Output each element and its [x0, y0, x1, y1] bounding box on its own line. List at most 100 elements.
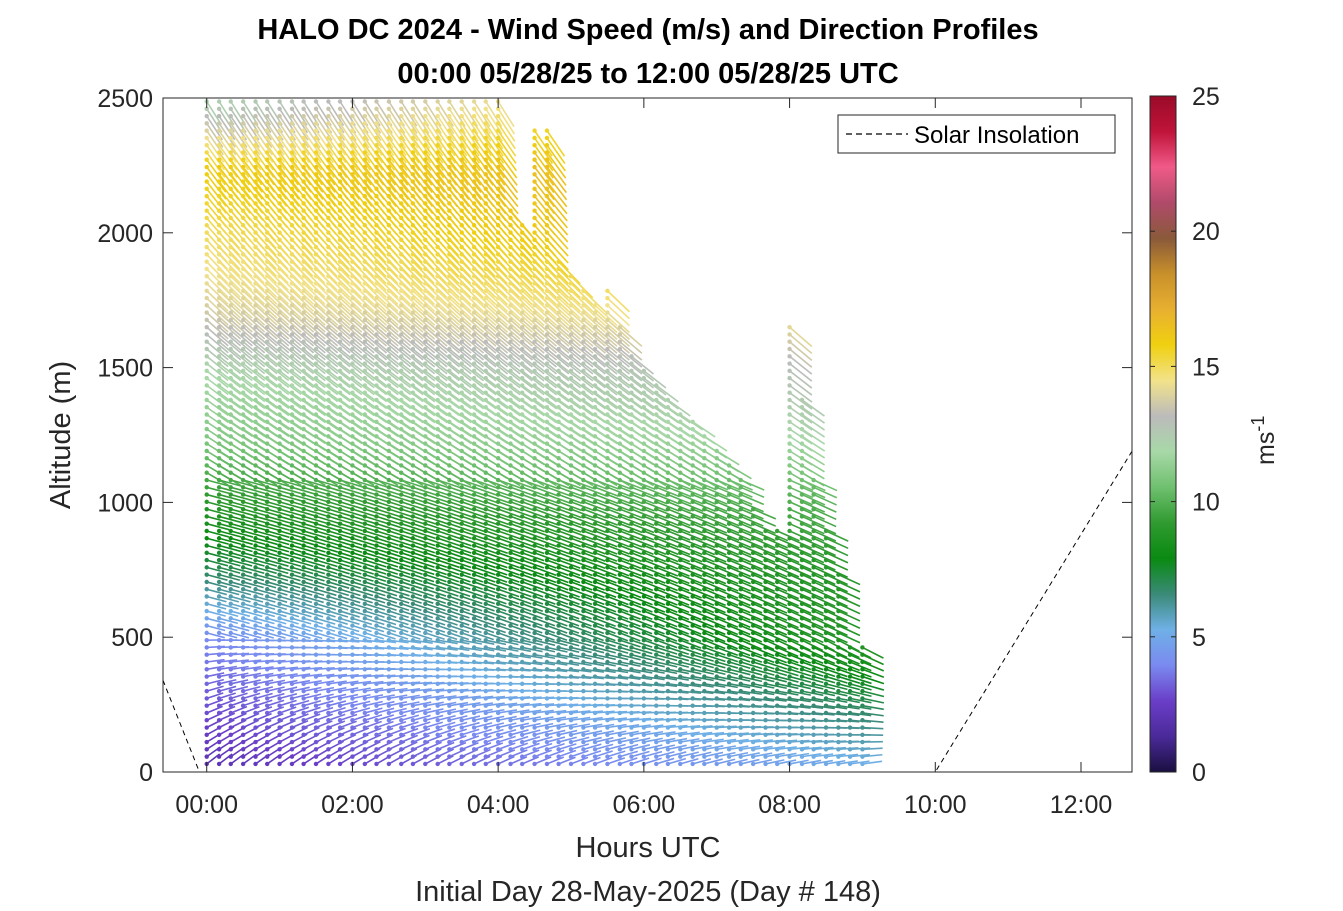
wind-barb-shaft [510, 729, 529, 736]
wind-barb-point [350, 128, 355, 133]
wind-barb-point [326, 667, 331, 672]
wind-barb-point [483, 252, 488, 257]
wind-barb-point [374, 667, 379, 672]
wind-barb-shaft [218, 159, 239, 186]
wind-barb-point [253, 703, 258, 708]
wind-barb-point [519, 295, 525, 301]
wind-barb-point [204, 266, 209, 272]
wind-barb-shaft [437, 312, 461, 333]
wind-barb-point [519, 419, 525, 424]
wind-barb-shaft [461, 522, 485, 533]
wind-barb-shaft [437, 268, 460, 292]
wind-barb-shaft [473, 246, 496, 271]
wind-barb-point [410, 412, 416, 417]
wind-barb-shaft [473, 573, 496, 583]
wind-barb-point [277, 485, 282, 490]
wind-barb-point [447, 470, 452, 475]
wind-barb-shaft [351, 348, 375, 368]
wind-barb-point [264, 164, 270, 170]
wind-barb-point [495, 172, 501, 177]
wind-barb-point [240, 732, 246, 737]
wind-barb-shaft [242, 530, 266, 538]
wind-barb-point [459, 725, 464, 730]
wind-barb-point [386, 761, 392, 767]
wind-barb-point [337, 157, 343, 162]
wind-barb-point [228, 506, 233, 512]
wind-barb-shaft [339, 537, 363, 546]
wind-barb-shaft [315, 552, 338, 561]
wind-barb-point [508, 463, 513, 468]
wind-barb-point [337, 688, 343, 694]
wind-barb-shaft [328, 486, 353, 496]
wind-barb-point [471, 397, 477, 403]
wind-barb-point [386, 106, 392, 111]
wind-barb-point [399, 208, 404, 213]
wind-barb-shaft [510, 702, 530, 707]
wind-barb-point [240, 324, 246, 330]
wind-barb-shaft [485, 581, 508, 591]
wind-barb-point [204, 492, 209, 497]
wind-barb-point [313, 506, 319, 512]
wind-barb-point [435, 208, 440, 213]
wind-barb-point [459, 718, 464, 723]
wind-barb-shaft [206, 617, 226, 625]
wind-barb-point [289, 681, 295, 687]
wind-barb-point [435, 681, 440, 687]
wind-barb-point [240, 514, 246, 519]
wind-barb-point [519, 259, 525, 264]
wind-barb-shaft [510, 624, 531, 634]
wind-barb-point [289, 747, 295, 752]
wind-barb-point [362, 361, 368, 366]
wind-barb-point [459, 383, 464, 388]
wind-barb-point [228, 295, 233, 301]
wind-barb-point [362, 696, 368, 701]
wind-barb-shaft [230, 159, 251, 186]
wind-barb-point [326, 164, 331, 170]
wind-barb-point [386, 492, 392, 497]
wind-barb-point [240, 223, 246, 228]
wind-barb-point [326, 587, 331, 592]
wind-barb-point [350, 463, 355, 468]
wind-barb-point [508, 274, 513, 279]
wind-barb-shaft [206, 624, 226, 632]
wind-barb-shaft [254, 268, 278, 291]
wind-barb-point [435, 747, 440, 752]
wind-barb-shaft [291, 144, 311, 171]
wind-barb-point [253, 397, 258, 403]
wind-barb-point [313, 550, 319, 556]
wind-barb-shaft [315, 639, 336, 643]
wind-barb-point [289, 208, 295, 213]
wind-barb-point [240, 434, 246, 439]
wind-barb-shaft [534, 610, 556, 620]
wind-barb-point [386, 747, 392, 752]
wind-barb-point [326, 208, 331, 213]
wind-barb-shaft [461, 166, 482, 194]
wind-barb-shaft [315, 667, 335, 671]
wind-barb-point [471, 288, 477, 293]
wind-barb-shaft [448, 253, 472, 278]
wind-barb-shaft [206, 341, 229, 361]
wind-barb-shaft [242, 268, 265, 291]
wind-barb-point [471, 230, 477, 235]
wind-barb-point [253, 645, 258, 650]
wind-barb-shaft [401, 681, 421, 685]
wind-barb-point [216, 696, 222, 701]
wind-barb-point [447, 230, 452, 235]
wind-barb-point [410, 193, 416, 199]
wind-barb-point [435, 317, 440, 323]
wind-barb-point [423, 485, 428, 490]
wind-barb-point [204, 252, 209, 257]
wind-barb-point [264, 317, 270, 323]
wind-barb-shaft [521, 493, 546, 504]
wind-barb-shaft [534, 749, 552, 758]
wind-barb-shaft [364, 552, 387, 561]
wind-barb-shaft [255, 486, 280, 495]
wind-barb-point [277, 492, 282, 497]
wind-barb-shaft [485, 130, 504, 157]
wind-barb-shaft [461, 728, 480, 736]
wind-barb-point [240, 528, 246, 534]
wind-barb-point [447, 506, 452, 512]
wind-barb-shaft [339, 304, 363, 326]
wind-barb-point [374, 594, 379, 599]
wind-barb-point [495, 470, 501, 475]
